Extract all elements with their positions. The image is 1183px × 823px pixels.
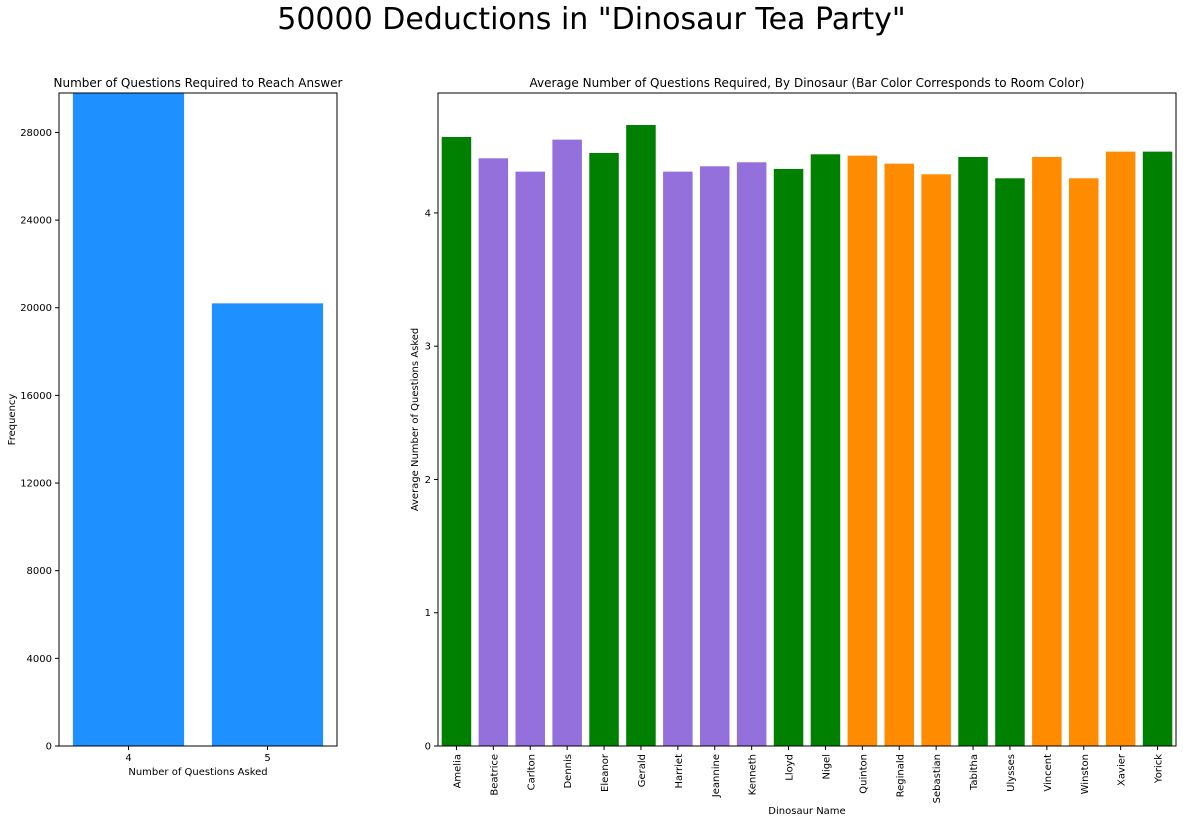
bar-dennis — [552, 139, 582, 747]
x-axis-label: Dinosaur Name — [768, 806, 845, 817]
bar-4 — [72, 93, 185, 746]
y-tick-label: 16000 — [20, 391, 52, 402]
bar-harriet — [663, 171, 693, 746]
x-tick-label: Tabitha — [969, 754, 980, 791]
x-tick-label: Ulysses — [1006, 754, 1017, 792]
x-tick-label: Harriet — [674, 754, 685, 789]
bar-carlton — [515, 171, 546, 746]
x-tick-label: Yorick — [1154, 754, 1165, 784]
x-tick-label: Jeannine — [711, 754, 722, 798]
x-tick-label: Gerald — [637, 754, 648, 787]
y-tick-label: 28000 — [20, 128, 52, 139]
x-tick-label: Kenneth — [748, 754, 759, 795]
bar-xavier — [1105, 151, 1136, 747]
bar-kenneth — [736, 162, 767, 746]
y-tick-label: 8000 — [27, 566, 52, 577]
bar-quinton — [847, 155, 878, 746]
y-tick-label: 4000 — [27, 654, 52, 665]
x-tick-label: Amelia — [452, 754, 463, 788]
bar-tabitha — [958, 156, 988, 746]
x-tick-label: Quinton — [858, 754, 869, 794]
y-tick-label: 12000 — [20, 479, 52, 490]
figure-title: 50000 Deductions in "Dinosaur Tea Party" — [277, 2, 906, 37]
bar-lloyd — [773, 168, 804, 746]
bar-amelia — [441, 136, 472, 747]
y-tick-label: 3 — [425, 342, 431, 353]
bar-eleanor — [589, 152, 619, 747]
chart-title: Average Number of Questions Required, By… — [530, 76, 1085, 90]
y-tick-label: 0 — [425, 742, 431, 753]
bar-beatrice — [478, 158, 509, 747]
y-axis-label: Average Number of Questions Asked — [410, 328, 421, 512]
x-tick-label: Xavier — [1117, 753, 1128, 786]
y-tick-label: 4 — [425, 208, 431, 219]
bar-nigel — [810, 154, 841, 746]
bar-sebastian — [921, 174, 951, 746]
y-tick-label: 2 — [425, 475, 431, 486]
x-tick-label: Eleanor — [600, 753, 611, 792]
x-tick-label: Sebastian — [932, 754, 943, 803]
x-tick-label: Nigel — [821, 754, 832, 780]
chart-title: Number of Questions Required to Reach An… — [54, 76, 343, 90]
y-tick-label: 0 — [46, 742, 52, 753]
bar-gerald — [626, 124, 656, 747]
plot-frame — [58, 92, 338, 747]
y-axis-label: Frequency — [7, 394, 18, 446]
y-tick-label: 20000 — [20, 303, 52, 314]
bar-winston — [1068, 178, 1099, 746]
y-tick-label: 1 — [425, 608, 431, 619]
bar-vincent — [1032, 156, 1062, 746]
bar-jeannine — [699, 166, 730, 747]
x-tick-label: 4 — [125, 753, 131, 764]
bar-ulysses — [995, 178, 1025, 746]
x-axis-label: Number of Questions Asked — [128, 767, 267, 778]
bar-reginald — [884, 163, 915, 746]
x-tick-label: Winston — [1080, 754, 1091, 794]
x-tick-label: Reginald — [895, 754, 906, 797]
bar-yorick — [1142, 151, 1173, 747]
x-tick-label: Beatrice — [489, 754, 500, 796]
bar-5 — [211, 303, 324, 746]
x-tick-label: Vincent — [1043, 754, 1054, 792]
y-tick-label: 24000 — [20, 216, 52, 227]
x-tick-label: Carlton — [526, 754, 537, 790]
x-tick-label: Lloyd — [785, 754, 796, 781]
x-tick-label: 5 — [264, 753, 270, 764]
x-tick-label: Dennis — [563, 754, 574, 789]
plot-frame — [437, 92, 1177, 747]
